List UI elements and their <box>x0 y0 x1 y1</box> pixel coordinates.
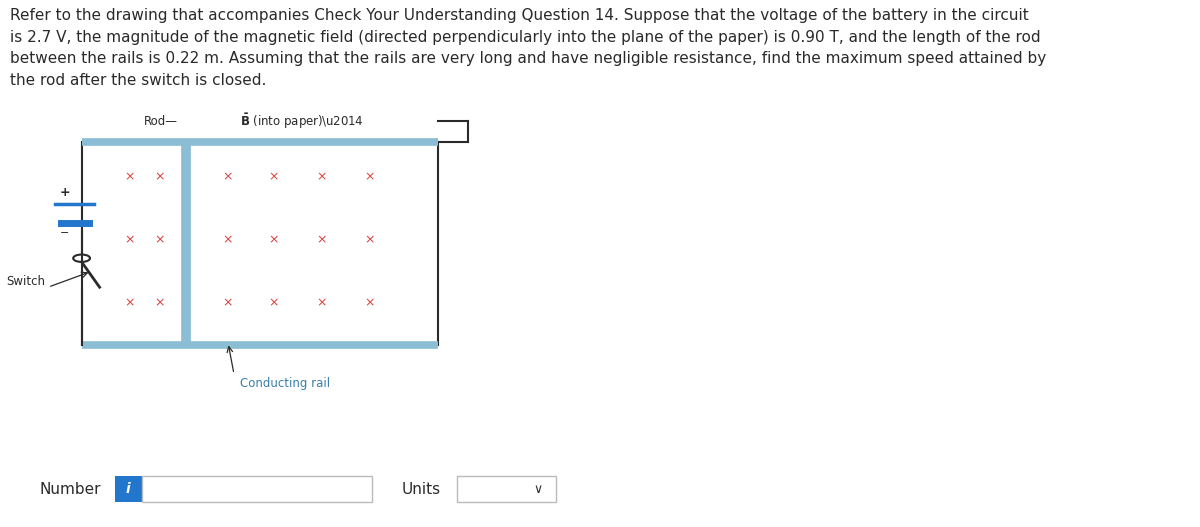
Text: ×: × <box>365 233 374 246</box>
Text: ×: × <box>317 297 326 309</box>
Text: ×: × <box>269 170 278 183</box>
Text: ×: × <box>317 170 326 183</box>
Text: ×: × <box>223 297 233 309</box>
Text: +: + <box>60 186 70 199</box>
Text: ×: × <box>155 233 164 246</box>
FancyBboxPatch shape <box>457 476 556 502</box>
Text: −: − <box>60 229 70 238</box>
Text: ×: × <box>317 233 326 246</box>
Text: ×: × <box>125 297 134 309</box>
Text: ×: × <box>223 233 233 246</box>
Text: ×: × <box>155 170 164 183</box>
Text: Units: Units <box>402 482 442 496</box>
Text: ×: × <box>365 297 374 309</box>
Text: ×: × <box>125 233 134 246</box>
Text: ×: × <box>365 170 374 183</box>
Text: $\mathbf{\bar{B}}$ (into paper)\u2014: $\mathbf{\bar{B}}$ (into paper)\u2014 <box>240 112 364 131</box>
Text: ∨: ∨ <box>533 483 542 495</box>
Text: ×: × <box>269 297 278 309</box>
Text: Conducting rail: Conducting rail <box>240 377 330 390</box>
FancyBboxPatch shape <box>142 476 372 502</box>
FancyBboxPatch shape <box>115 476 142 502</box>
Text: Number: Number <box>40 482 101 496</box>
Text: ×: × <box>155 297 164 309</box>
Text: Refer to the drawing that accompanies Check Your Understanding Question 14. Supp: Refer to the drawing that accompanies Ch… <box>10 8 1046 87</box>
Text: Switch: Switch <box>7 276 46 288</box>
Text: ×: × <box>125 170 134 183</box>
Text: ×: × <box>269 233 278 246</box>
Text: Rod—: Rod— <box>144 115 178 128</box>
Text: ×: × <box>223 170 233 183</box>
Text: i: i <box>126 482 131 496</box>
